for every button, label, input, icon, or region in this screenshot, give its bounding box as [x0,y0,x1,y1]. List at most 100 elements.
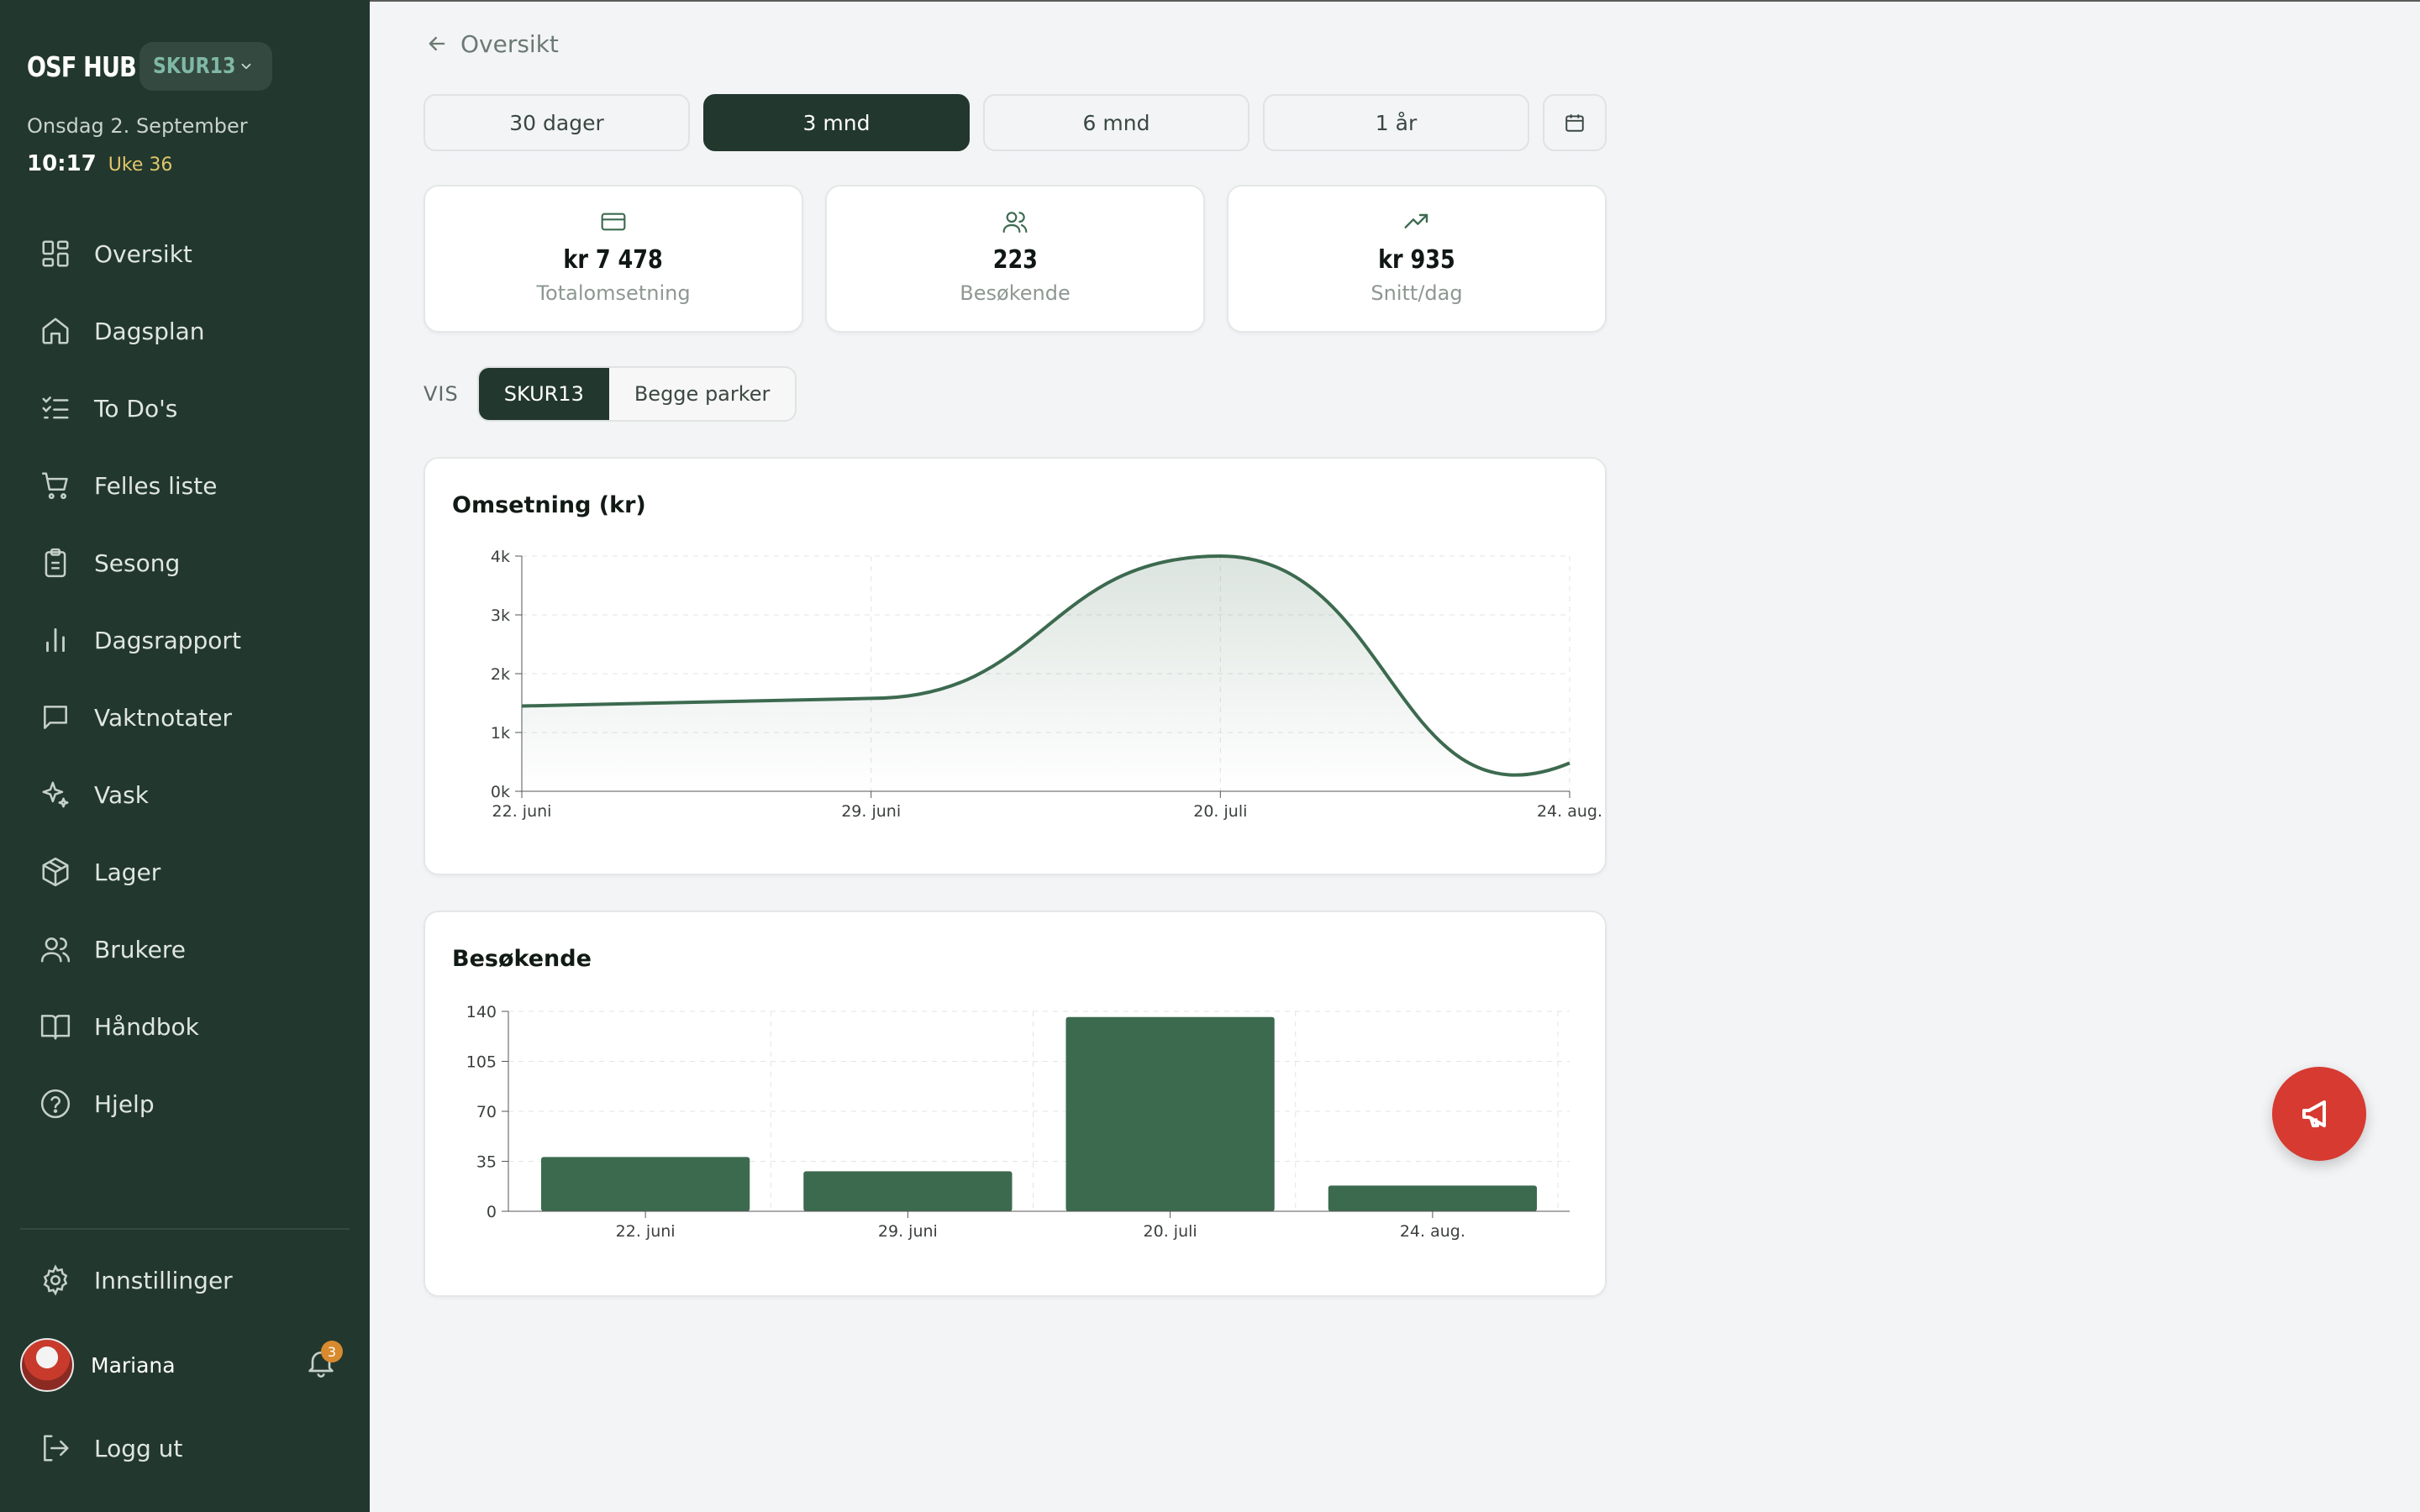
range-1-year[interactable]: 1 år [1263,94,1529,151]
breadcrumb[interactable]: Oversikt [425,27,559,60]
logout-button[interactable]: Logg ut [20,1410,350,1487]
visitors-chart: 0 35 70 105 140 22. juni 29. juni 20. juli 24. a… [466,1003,1570,1241]
x-tick-label: 22. juni [616,1222,676,1241]
x-tick-label: 20. juli [1144,1222,1197,1241]
stats-row: kr 7 478 Totalomsetning 223 Besøkende kr… [424,185,1607,333]
sidebar-item-label: To Do's [94,394,178,423]
range-30-days[interactable]: 30 dager [424,94,690,151]
trending-up-icon [1404,213,1428,228]
x-tick-label: 29. juni [878,1222,938,1241]
range-3-months[interactable]: 3 mnd [703,94,970,151]
visitors-bar [1065,1016,1275,1211]
stat-label: Totalomsetning [536,281,691,305]
logout-icon [39,1431,72,1465]
book-icon [39,1010,72,1043]
week-number: Uke 36 [108,155,173,176]
stat-value: kr 935 [1378,245,1455,275]
stat-value: kr 7 478 [563,245,664,275]
sidebar-item-vask[interactable]: Vask [20,756,350,833]
sidebar-item-lager[interactable]: Lager [20,833,350,911]
sidebar-item-brukere[interactable]: Brukere [20,911,350,988]
range-6-months[interactable]: 6 mnd [983,94,1249,151]
sidebar-item-oversikt[interactable]: Oversikt [20,215,350,292]
help-icon [39,1087,72,1121]
time-row: 10:17 Uke 36 [27,151,172,176]
breadcrumb-label: Oversikt [460,29,559,58]
custom-range-button[interactable] [1543,94,1607,151]
y-tick-label: 35 [476,1153,497,1172]
revenue-chart-card: Omsetning (kr) 0k 1k 2k 3k 4k 22. juni 29. jun… [424,457,1607,875]
sidebar-item-label: Dagsplan [94,317,205,345]
sidebar-item-label: Oversikt [94,239,192,268]
x-tick-label: 24. aug. [1400,1222,1465,1241]
sidebar: OSF HUB SKUR13 Onsdag 2. September 10:17… [0,0,370,1512]
park-selector-label: SKUR13 [153,54,236,79]
y-tick-label: 105 [466,1053,497,1072]
grid-icon [39,237,72,270]
announcement-button[interactable] [2272,1067,2366,1161]
visitors-chart-card: Besøkende 0 35 70 105 140 22. juni 29. juni 20.… [424,911,1607,1297]
x-tick-label: 22. juni [492,802,552,821]
settings-label: Innstillinger [94,1266,233,1294]
sidebar-item-felles-liste[interactable]: Felles liste [20,447,350,524]
notification-badge: 3 [321,1341,343,1362]
date-range-selector: 30 dager 3 mnd 6 mnd 1 år [424,94,1607,151]
stat-card-avg-per-day: kr 935 Snitt/dag [1227,185,1607,333]
logout-row[interactable]: Logg ut [20,1410,350,1487]
box-icon [39,855,72,889]
sidebar-divider [20,1228,350,1230]
chart-title: Besøkende [452,946,592,972]
settings-row[interactable]: Innstillinger [20,1242,350,1319]
y-tick-label: 4k [491,548,510,566]
sidebar-item-label: Brukere [94,935,187,963]
sidebar-item-vaktnotater[interactable]: Vaktnotater [20,679,350,756]
y-tick-label: 0 [487,1203,497,1221]
toggle-both-parks[interactable]: Begge parker [634,382,771,406]
sidebar-item-todos[interactable]: To Do's [20,370,350,447]
park-selector[interactable]: SKUR13 [139,42,272,91]
stat-label: Snitt/dag [1370,281,1463,305]
sidebar-item-handbok[interactable]: Håndbok [20,988,350,1065]
main-nav: Oversikt Dagsplan To Do's Felles liste S… [20,215,350,1142]
visitors-bar [541,1157,750,1211]
current-time: 10:17 [27,151,97,176]
sidebar-item-label: Felles liste [94,471,218,500]
avatar[interactable] [20,1338,74,1392]
stat-value: 223 [992,245,1038,275]
users-icon [39,932,72,966]
sidebar-item-label: Hjelp [94,1089,155,1118]
sidebar-item-label: Vask [94,780,149,809]
sidebar-item-hjelp[interactable]: Hjelp [20,1065,350,1142]
chevron-down-icon [241,63,251,70]
x-tick-label: 20. juli [1193,802,1247,821]
sidebar-item-dagsrapport[interactable]: Dagsrapport [20,601,350,679]
sidebar-item-innstillinger[interactable]: Innstillinger [20,1242,350,1319]
sidebar-item-label: Lager [94,858,161,886]
revenue-line [521,554,1570,777]
brand: OSF HUB SKUR13 [27,42,272,91]
toggle-skur13[interactable]: SKUR13 [478,368,609,420]
stat-label: Besøkende [960,281,1071,305]
y-tick-label: 0k [491,783,510,801]
chart-title: Omsetning (kr) [452,492,646,518]
message-icon [39,701,72,734]
sidebar-item-label: Sesong [94,549,181,577]
clipboard-icon [39,546,72,580]
visitors-bar [1328,1185,1537,1211]
cart-icon [39,469,72,502]
stat-card-revenue: kr 7 478 Totalomsetning [424,185,803,333]
sidebar-item-sesong[interactable]: Sesong [20,524,350,601]
y-tick-label: 140 [466,1003,497,1021]
sidebar-item-label: Dagsrapport [94,626,241,654]
user-profile[interactable]: Mariana 3 [20,1336,350,1394]
park-toggle: SKUR13 Begge parker [476,366,797,422]
notifications-button[interactable]: 3 [304,1341,343,1383]
sidebar-item-dagsplan[interactable]: Dagsplan [20,292,350,370]
y-tick-label: 2k [491,665,510,684]
sidebar-item-label: Vaktnotater [94,703,233,732]
top-border [370,0,2420,2]
y-tick-label: 3k [491,606,510,625]
revenue-chart: 0k 1k 2k 3k 4k 22. juni 29. juni 20. juli 24. au… [491,548,1602,821]
x-tick-label: 24. aug. [1537,802,1602,821]
username: Mariana [91,1352,176,1378]
